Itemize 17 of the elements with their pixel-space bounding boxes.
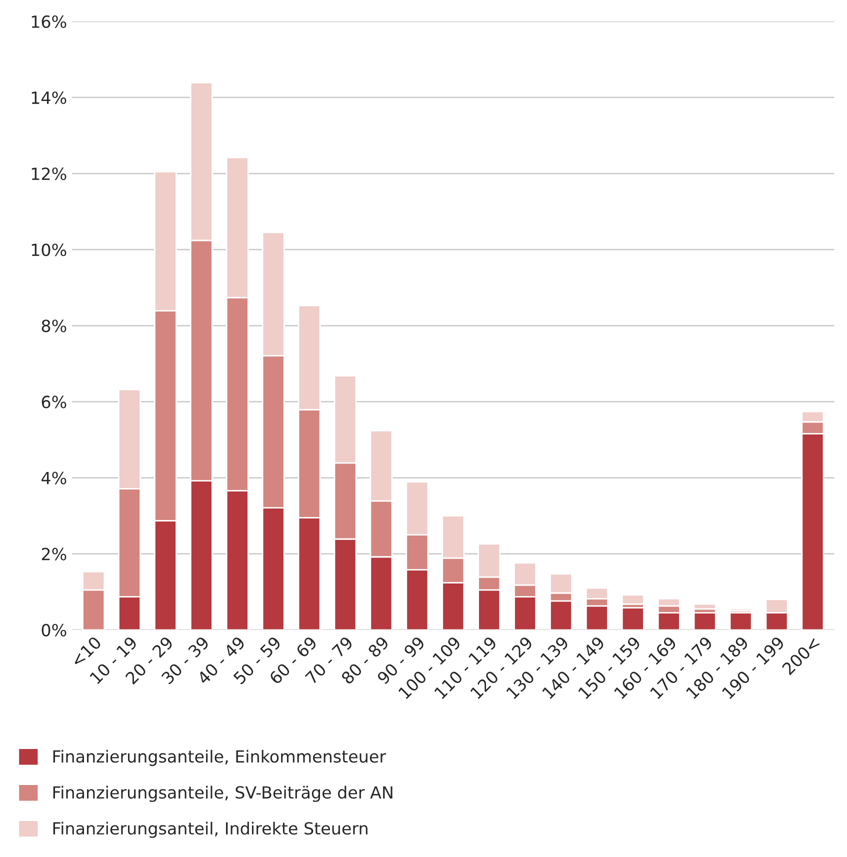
y-tick-label: 14% (32, 91, 66, 104)
y-tick-label: 10% (32, 244, 66, 256)
bar (729, 612, 752, 630)
legend-label: Finanzierungsanteil, Indirekte Steuern (53, 822, 368, 838)
bar (693, 603, 716, 610)
y-tick-label: 8% (42, 320, 66, 332)
y-tick-label: 0% (42, 624, 66, 636)
legend-label: Finanzierungsanteile, Einkommensteuer (53, 750, 386, 766)
y-tick-label: 6% (42, 396, 66, 408)
bar (693, 612, 716, 630)
y-tick-label: 12% (32, 168, 66, 180)
bar (621, 594, 644, 605)
y-tick-label: 16% (32, 15, 66, 28)
y-tick-label: 4% (42, 472, 66, 484)
legend-label: Finanzierungsanteile, SV-Beiträge der AN (53, 786, 392, 802)
bar (621, 607, 644, 630)
y-tick-label: 2% (42, 548, 66, 560)
